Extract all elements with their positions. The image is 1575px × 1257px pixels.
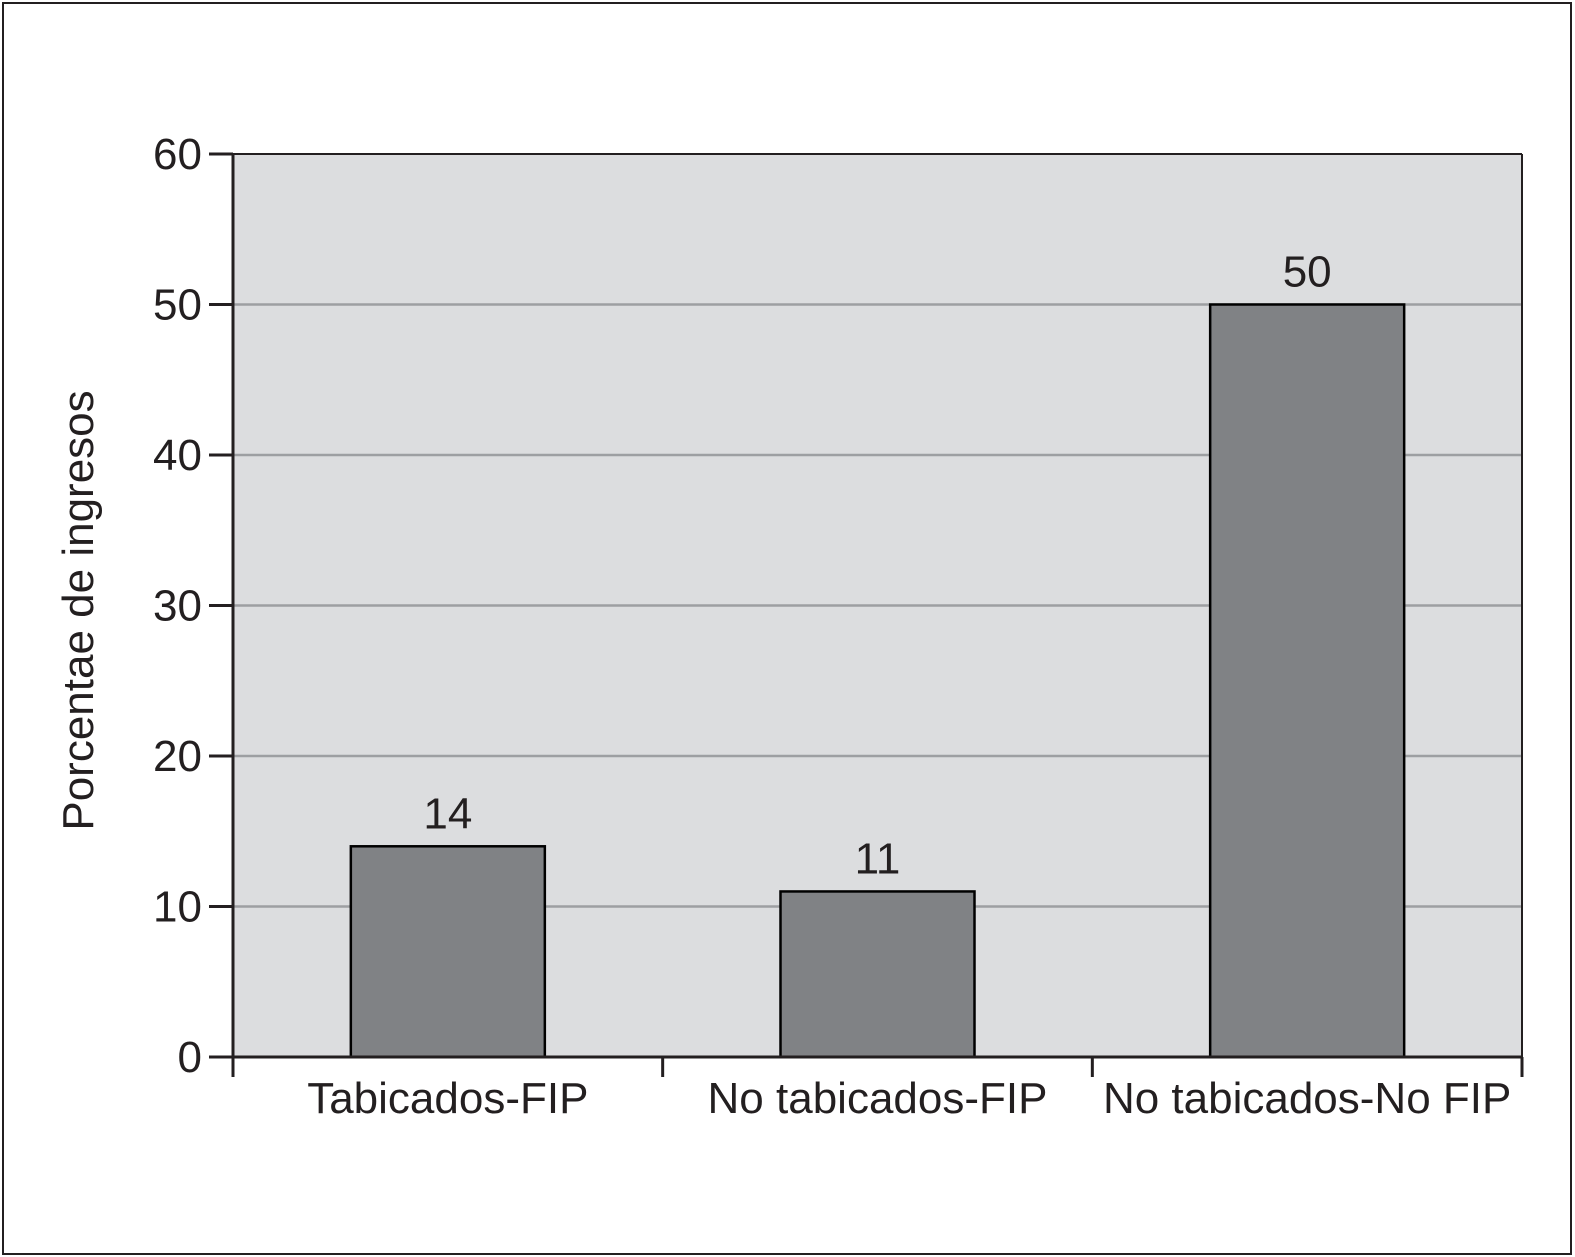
y-tick-label-10: 10 — [153, 883, 202, 932]
bar-3 — [1208, 303, 1406, 1059]
y-axis-label: Porcentae de ingresos — [54, 390, 103, 830]
y-tick-label-50: 50 — [153, 281, 202, 330]
x-tick-label-1: Tabicados-FIP — [307, 1074, 588, 1123]
labels: 14 Tabicados-FIP 11 No tabicados-FIP 50 No ta… — [153, 130, 1511, 1123]
data-label-3: 50 — [1283, 248, 1332, 297]
y-tick-label-0: 0 — [178, 1033, 202, 1082]
y-tick-label-60: 60 — [153, 130, 202, 179]
data-label-2: 11 — [855, 834, 901, 883]
x-tick-label-3: No tabicados-No FIP — [1103, 1074, 1511, 1123]
axes — [209, 152, 1524, 1077]
data-label-1: 14 — [423, 789, 472, 838]
bars — [349, 303, 1406, 1059]
bar-1 — [349, 845, 547, 1059]
y-tick-label-30: 30 — [153, 582, 202, 631]
bar-2 — [779, 890, 976, 1059]
y-tick-label-20: 20 — [153, 732, 202, 781]
y-tick-label-40: 40 — [153, 431, 202, 480]
x-tick-label-2: No tabicados-FIP — [708, 1074, 1048, 1123]
